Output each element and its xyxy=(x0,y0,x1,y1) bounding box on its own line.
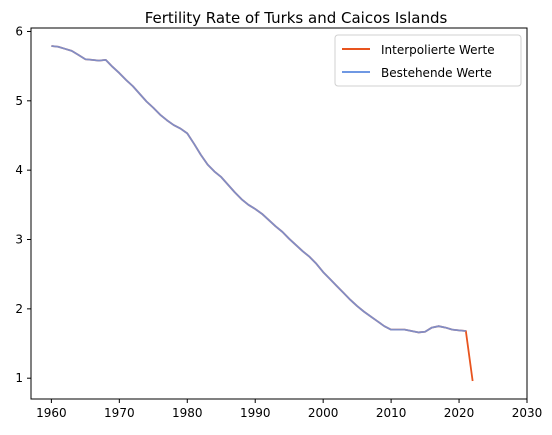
x-tick-label: 1980 xyxy=(172,406,203,420)
chart-title: Fertility Rate of Turks and Caicos Islan… xyxy=(145,9,448,27)
legend: Interpolierte Werte Bestehende Werte xyxy=(334,34,522,87)
x-tick-label: 2010 xyxy=(376,406,407,420)
x-tick-label: 1990 xyxy=(240,406,271,420)
y-tick-label: 6 xyxy=(15,24,23,38)
y-tick-label: 2 xyxy=(15,302,23,316)
x-tick-label: 2030 xyxy=(512,406,543,420)
y-tick-label: 3 xyxy=(15,233,23,247)
y-tick-label: 4 xyxy=(15,163,23,177)
y-tick-label: 1 xyxy=(15,371,23,385)
x-tick-label: 1960 xyxy=(36,406,67,420)
legend-label-interpolated: Interpolierte Werte xyxy=(381,43,495,57)
x-tick-label: 2000 xyxy=(308,406,339,420)
plot-frame xyxy=(30,27,528,400)
x-axis: 1960 1970 1980 1990 2000 2010 2020 2030 xyxy=(36,399,542,420)
x-tick-label: 2020 xyxy=(444,406,475,420)
existing-series-line xyxy=(51,45,466,334)
legend-label-existing: Bestehende Werte xyxy=(381,66,492,80)
x-tick-label: 1970 xyxy=(104,406,135,420)
legend-box xyxy=(334,34,522,87)
y-tick-label: 5 xyxy=(15,94,23,108)
y-axis: 1 2 3 4 5 6 xyxy=(15,24,31,385)
plot-lines xyxy=(51,45,474,382)
